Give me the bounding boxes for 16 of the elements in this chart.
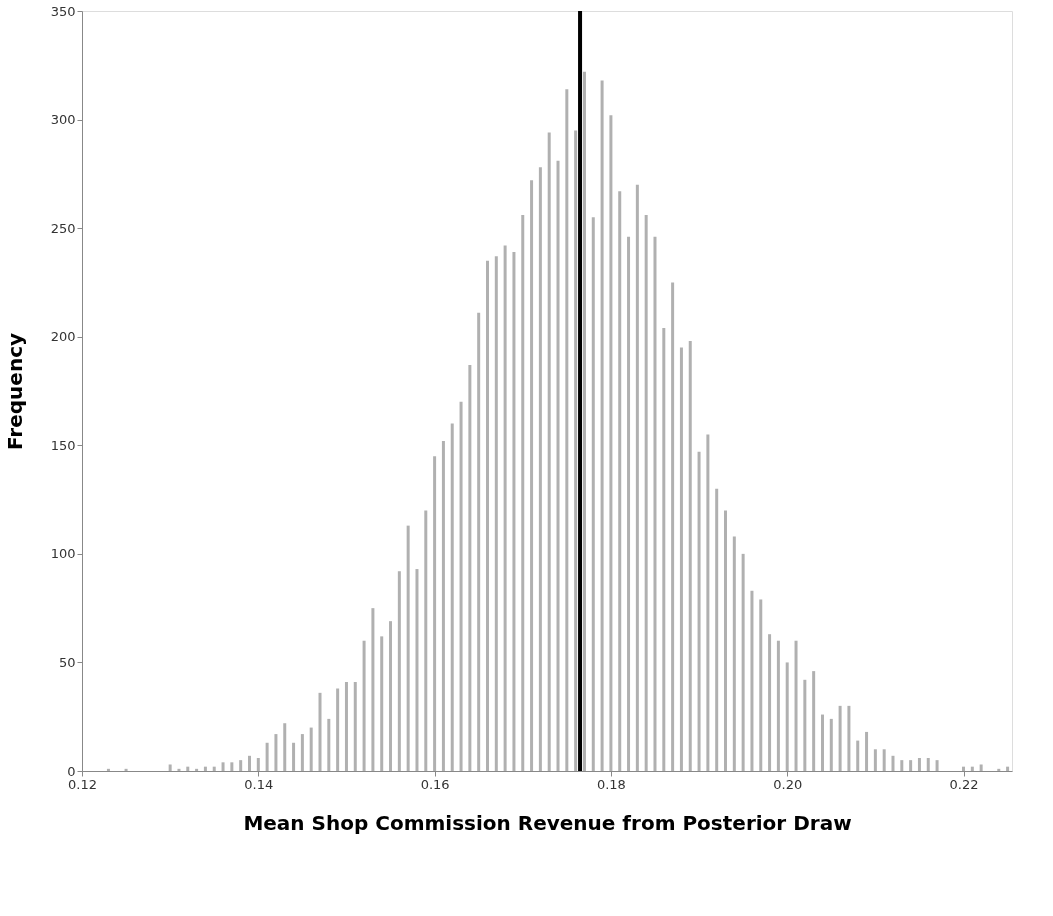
x-tick-label: 0.22 [949, 776, 979, 792]
y-tick-label: 350 [50, 3, 76, 19]
y-axis-title: Frequency [2, 332, 27, 451]
y-tick-label: 300 [50, 112, 76, 128]
y-tick-label: 150 [50, 437, 76, 453]
x-tick-label: 0.14 [244, 776, 274, 792]
x-tick-label: 0.18 [596, 776, 626, 792]
y-tick-label: 250 [50, 220, 76, 236]
y-tick-label: 50 [58, 654, 76, 670]
y-tick-label: 200 [50, 329, 76, 345]
y-tick-label: 100 [50, 546, 76, 562]
x-tick-label: 0.12 [68, 776, 97, 792]
x-tick-label: 0.16 [420, 776, 450, 792]
y-tick-label: 0 [67, 763, 76, 779]
x-axis-title: Mean Shop Commission Revenue from Posterior Draw [243, 810, 852, 835]
x-tick-label: 0.20 [773, 776, 803, 792]
